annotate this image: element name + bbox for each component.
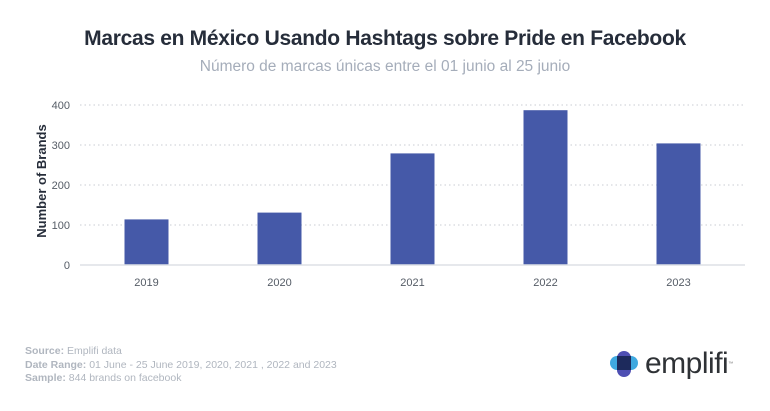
y-tick-label: 300 [52, 140, 70, 152]
footer-sample: Sample: 844 brands on facebook [25, 372, 337, 386]
y-tick-label: 100 [52, 220, 70, 232]
x-tick-label: 2021 [400, 277, 424, 289]
chart-footer: Source: Emplifi data Date Range: 01 June… [25, 345, 337, 386]
chart-title: Marcas en México Usando Hashtags sobre P… [84, 27, 686, 50]
date-range-value: 01 June - 25 June 2019, 2020, 2021 , 202… [89, 358, 337, 371]
emplifi-logo: emplifi™ [610, 349, 733, 379]
bar-2020 [257, 212, 302, 265]
gridlines [80, 104, 745, 226]
bar-2023 [656, 143, 701, 265]
trademark-symbol: ™ [728, 361, 733, 367]
bar-2021 [390, 153, 435, 265]
x-axis-ticks: 2019 2020 2021 2022 2023 [134, 277, 690, 289]
y-tick-label: 400 [52, 100, 70, 112]
bar-2019 [124, 219, 169, 265]
emplifi-cross-icon [610, 351, 638, 377]
bar-2022 [523, 110, 568, 265]
sample-value: 844 brands on facebook [68, 372, 182, 384]
x-tick-label: 2022 [533, 277, 557, 289]
date-range-label: Date Range: [25, 358, 87, 371]
logo-wordmark: emplifi [645, 347, 729, 380]
y-tick-label: 200 [52, 180, 70, 192]
x-tick-label: 2020 [267, 277, 291, 289]
sample-label: Sample: [25, 372, 66, 384]
footer-date-range: Date Range: 01 June - 25 June 2019, 2020… [25, 359, 337, 373]
y-axis-title: Number of Brands [34, 124, 49, 237]
source-label: Source: [25, 345, 65, 357]
x-tick-label: 2023 [666, 277, 690, 289]
x-tick-label: 2019 [134, 277, 158, 289]
bar-chart: 0 100 200 300 400 2019 2020 2021 2022 2023 Numbe… [34, 100, 745, 289]
bars [124, 110, 701, 265]
footer-source: Source: Emplifi data [25, 345, 337, 359]
y-axis-ticks: 0 100 200 300 400 [52, 100, 70, 272]
y-tick-label: 0 [64, 260, 70, 272]
chart-subtitle: Número de marcas únicas entre el 01 juni… [199, 58, 571, 75]
logo-text: emplifi™ [645, 349, 733, 379]
source-value: Emplifi data [67, 345, 122, 357]
